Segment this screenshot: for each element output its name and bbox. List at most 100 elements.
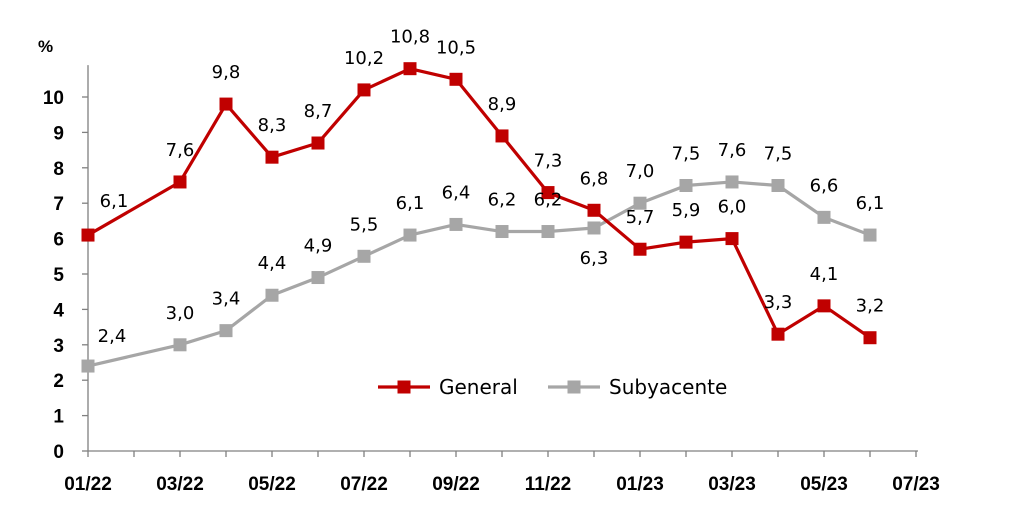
data-point-subyacente [679, 179, 693, 192]
data-point-general [725, 232, 739, 246]
series-lines [87, 67, 871, 368]
y-axis-unit-label: % [38, 37, 53, 56]
data-point-general [679, 235, 693, 249]
data-point-general [357, 83, 371, 97]
series-line-subyacente [87, 180, 871, 368]
data-point-subyacente [863, 228, 877, 242]
data-label-general: 8,7 [304, 101, 333, 122]
y-tick-label: 3 [53, 336, 64, 357]
x-tick-label: 07/23 [892, 474, 940, 495]
y-tick-label: 8 [53, 159, 64, 180]
data-label-general: 10,8 [390, 27, 430, 48]
data-point-subyacente [219, 324, 233, 338]
data-label-general: 3,2 [856, 296, 885, 317]
data-point-subyacente [541, 225, 555, 239]
x-tick-label: 01/23 [616, 474, 664, 495]
data-point-general [449, 72, 463, 86]
data-label-subyacente: 6,3 [580, 248, 609, 269]
data-point-subyacente [725, 175, 739, 189]
data-label-general: 9,8 [212, 62, 241, 83]
x-tick-label: 03/23 [708, 474, 756, 495]
data-label-subyacente: 7,0 [626, 161, 655, 182]
data-label-general: 8,3 [258, 115, 287, 136]
data-point-general [863, 331, 877, 345]
data-label-subyacente: 6,2 [488, 190, 517, 211]
data-point-subyacente [771, 179, 785, 192]
data-point-general [311, 136, 325, 150]
data-label-general: 6,0 [718, 197, 747, 218]
y-tick-label: 1 [53, 407, 64, 428]
data-point-subyacente [265, 288, 279, 302]
x-tick-label: 07/22 [340, 474, 388, 495]
data-label-subyacente: 2,4 [98, 326, 127, 347]
legend-marker-general [397, 380, 411, 394]
x-tick-label: 09/22 [432, 474, 480, 495]
y-tick-label: 9 [53, 123, 64, 144]
data-label-subyacente: 5,5 [350, 214, 379, 235]
data-label-subyacente: 6,4 [442, 182, 471, 203]
data-label-subyacente: 7,6 [718, 140, 747, 161]
data-label-general: 6,1 [100, 191, 129, 212]
x-tick-label: 05/22 [248, 474, 296, 495]
data-label-subyacente: 4,9 [304, 236, 333, 257]
data-point-general [265, 150, 279, 164]
data-label-subyacente: 4,4 [258, 253, 287, 274]
x-tick-label: 11/22 [525, 474, 572, 495]
data-point-subyacente [81, 359, 95, 373]
data-label-subyacente: 6,6 [810, 175, 839, 196]
data-point-general [495, 129, 509, 143]
data-point-general [403, 62, 417, 76]
series-markers [81, 62, 877, 373]
data-label-subyacente: 6,1 [396, 193, 425, 214]
data-label-subyacente: 3,4 [212, 289, 241, 310]
y-tick-label: 5 [53, 265, 64, 286]
y-tick-label: 0 [53, 442, 64, 463]
data-point-subyacente [449, 217, 463, 231]
axes: 0 1 2 3 4 5 6 7 8 9 10 01/22 03/22 05/22 07/22 09/22 11/… [43, 65, 940, 495]
data-point-subyacente [817, 210, 831, 224]
data-point-general [587, 203, 601, 217]
data-label-general: 5,9 [672, 200, 701, 221]
data-label-general: 10,2 [344, 48, 384, 69]
data-label-subyacente: 3,0 [166, 303, 195, 324]
data-label-subyacente: 7,5 [764, 144, 793, 165]
series-line-general [87, 67, 871, 340]
data-point-subyacente [311, 271, 325, 285]
data-point-subyacente [633, 196, 647, 210]
data-label-general: 3,3 [764, 292, 793, 313]
y-tick-label: 7 [53, 194, 64, 215]
y-tick-label: 4 [53, 300, 64, 321]
data-label-general: 10,5 [436, 37, 476, 58]
data-point-general [633, 242, 647, 256]
legend: General Subyacente [378, 375, 727, 399]
data-point-general [541, 186, 555, 200]
data-label-general: 7,3 [534, 151, 563, 172]
y-tick-label: 2 [53, 371, 64, 392]
x-tick-label: 03/22 [156, 474, 204, 495]
data-point-general [219, 97, 233, 111]
data-label-general: 5,7 [626, 207, 655, 228]
data-point-subyacente [587, 221, 601, 235]
data-point-subyacente [403, 228, 417, 242]
x-tick-label: 01/22 [64, 474, 112, 495]
data-label-subyacente: 7,5 [672, 144, 701, 165]
data-point-general [771, 327, 785, 341]
legend-label-general: General [439, 375, 518, 399]
y-tick-label: 6 [53, 230, 64, 251]
data-labels: 6,1 7,6 9,8 8,3 8,7 10,2 10,8 10,5 8,9 7,3 6,8 5,7 5… [98, 27, 885, 347]
data-label-general: 4,1 [810, 264, 839, 285]
data-point-subyacente [357, 249, 371, 263]
data-label-subyacente: 6,2 [534, 190, 563, 211]
data-point-subyacente [495, 225, 509, 239]
legend-label-subyacente: Subyacente [609, 375, 727, 399]
data-point-general [81, 228, 95, 242]
data-label-general: 7,6 [166, 140, 195, 161]
data-label-general: 8,9 [488, 94, 517, 115]
x-tick-label: 05/23 [800, 474, 848, 495]
data-point-general [173, 175, 187, 189]
y-tick-label: 10 [43, 88, 64, 109]
data-label-subyacente: 6,1 [856, 193, 885, 214]
legend-marker-subyacente [567, 380, 581, 394]
data-point-subyacente [173, 338, 187, 352]
